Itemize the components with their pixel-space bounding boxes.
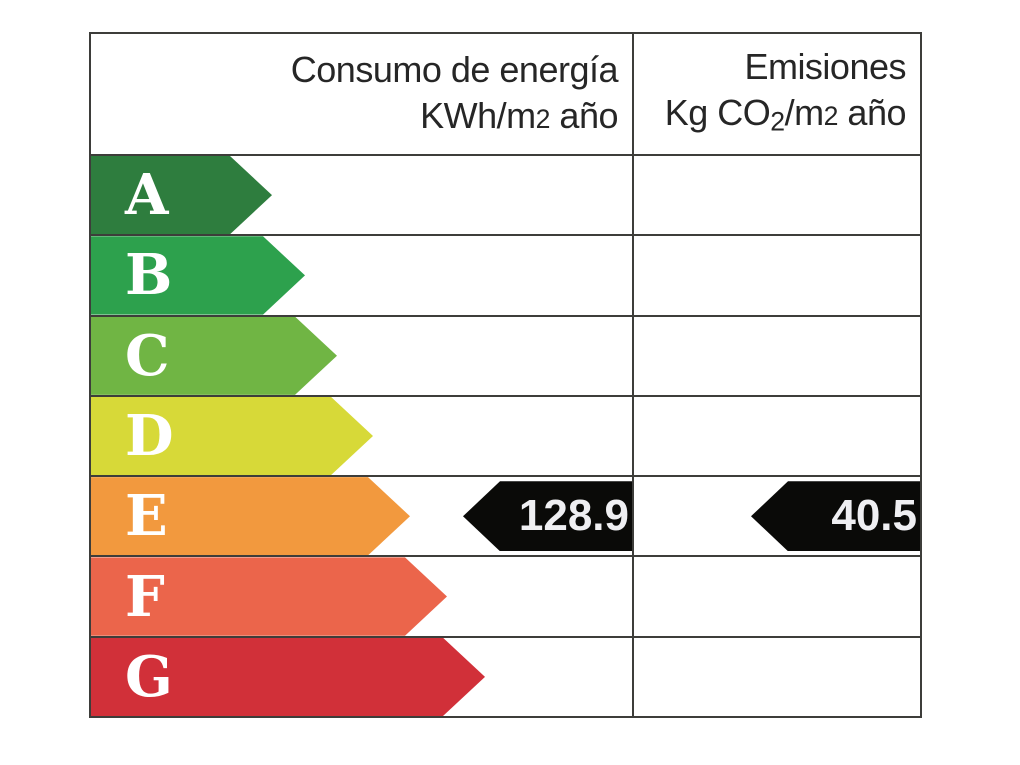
- band-arrow: C: [91, 317, 337, 395]
- consumption-indicator: 128.9: [463, 481, 632, 552]
- rating-row: G: [91, 635, 920, 716]
- co2-subscript: 2: [770, 106, 785, 137]
- emissions-cell: [632, 637, 920, 716]
- rating-row: D: [91, 394, 920, 476]
- emissions-cell: [632, 316, 920, 395]
- consumption-cell: G: [91, 638, 632, 716]
- emissions-cell: [632, 156, 920, 235]
- band-arrow: E: [91, 477, 410, 555]
- band-arrow: B: [91, 236, 305, 314]
- energy-certificate: Consumo de energía KWh/m2 año Emisiones …: [89, 32, 922, 718]
- band-letter: G: [125, 643, 173, 710]
- consumption-column-header: Consumo de energía KWh/m2 año: [91, 34, 632, 154]
- emissions-cell: 40.5: [632, 477, 920, 556]
- emissions-header-line1: Emisiones: [744, 45, 906, 87]
- emissions-value: 40.5: [831, 491, 917, 541]
- consumption-cell: A: [91, 156, 632, 234]
- consumption-cell: B: [91, 236, 632, 314]
- emissions-column-header: Emisiones Kg CO2/m2 año: [632, 34, 920, 154]
- band-letter: F: [125, 563, 165, 630]
- rating-bands: A B C: [91, 154, 920, 716]
- squared-exponent: 2: [823, 100, 839, 131]
- consumption-cell: C: [91, 317, 632, 395]
- band-arrow: D: [91, 397, 373, 475]
- rating-row: F: [91, 555, 920, 636]
- rating-row: E 128.9 40.5: [91, 475, 920, 556]
- table-header-row: Consumo de energía KWh/m2 año Emisiones …: [91, 34, 920, 154]
- emissions-cell: [632, 236, 920, 315]
- consumption-cell: F: [91, 557, 632, 635]
- consumption-header-line2: KWh/m2 año: [420, 94, 618, 136]
- rating-row: A: [91, 154, 920, 235]
- consumption-value: 128.9: [518, 491, 629, 541]
- band-letter: D: [125, 402, 174, 469]
- emissions-header-line2: Kg CO2/m2 año: [664, 91, 907, 137]
- band-letter: C: [125, 322, 170, 389]
- emissions-cell: [632, 557, 920, 636]
- emissions-cell: [632, 396, 920, 476]
- band-letter: B: [125, 242, 173, 309]
- consumption-cell: E 128.9: [91, 477, 632, 555]
- band-arrow: F: [91, 557, 447, 635]
- consumption-cell: D: [91, 397, 632, 475]
- rating-row: C: [91, 314, 920, 395]
- band-letter: A: [125, 162, 169, 229]
- squared-exponent: 2: [535, 103, 551, 134]
- emissions-indicator: 40.5: [751, 481, 920, 552]
- rating-row: B: [91, 234, 920, 315]
- band-arrow: G: [91, 638, 485, 716]
- band-arrow: A: [91, 156, 272, 234]
- consumption-header-line1: Consumo de energía: [290, 48, 619, 90]
- band-letter: E: [125, 483, 168, 550]
